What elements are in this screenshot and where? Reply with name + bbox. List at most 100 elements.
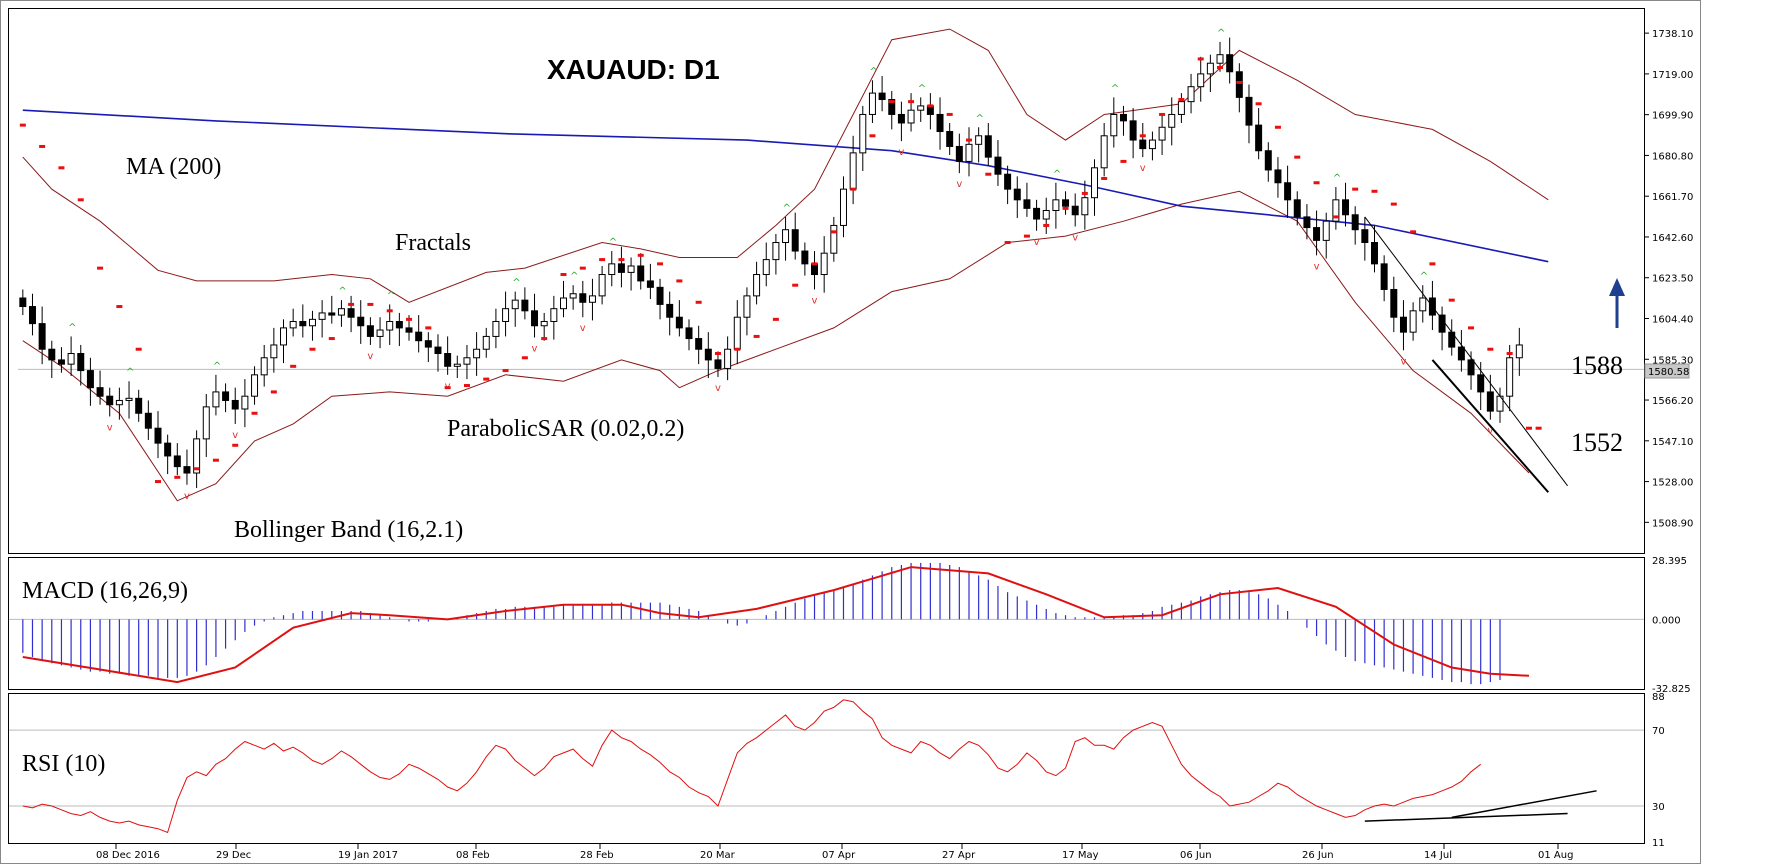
sar-dot bbox=[39, 144, 46, 148]
candle-body bbox=[1419, 297, 1427, 312]
fractal-down-marker: v bbox=[898, 147, 904, 158]
candle-body bbox=[135, 397, 143, 414]
candle bbox=[48, 340, 56, 379]
sar-dot bbox=[251, 411, 258, 415]
sar-dot bbox=[463, 384, 470, 388]
sar-dot bbox=[1410, 230, 1417, 234]
candle-body bbox=[173, 455, 181, 468]
macd-signal-line bbox=[22, 566, 1530, 684]
candle-body bbox=[984, 135, 992, 158]
candle bbox=[1409, 302, 1417, 341]
fractal-up-marker: ^ bbox=[126, 367, 134, 378]
sar-dot bbox=[1236, 80, 1243, 84]
candle-body bbox=[357, 316, 365, 327]
time-tick-label: 26 Jun bbox=[1302, 850, 1334, 861]
ma-label: MA (200) bbox=[126, 154, 221, 180]
sar-dot bbox=[1535, 426, 1542, 430]
candle bbox=[1052, 182, 1060, 229]
candle-body bbox=[154, 427, 162, 444]
candle bbox=[811, 251, 819, 290]
price-tick-label: 1680.80 bbox=[1652, 151, 1693, 162]
candle-body bbox=[1168, 113, 1176, 128]
candle bbox=[1226, 37, 1234, 84]
candle-body bbox=[733, 316, 741, 350]
sar-dot bbox=[888, 100, 895, 104]
candle bbox=[482, 327, 490, 358]
candle-body bbox=[453, 363, 461, 367]
candle-body bbox=[1351, 214, 1359, 231]
time-tick-label: 19 Jan 2017 bbox=[338, 850, 398, 861]
candle-body bbox=[48, 348, 56, 361]
fractal-up-marker: ^ bbox=[570, 271, 578, 282]
candle bbox=[57, 347, 65, 373]
candle-body bbox=[675, 316, 683, 329]
price-trendline bbox=[1364, 216, 1568, 487]
sar-dot bbox=[270, 390, 277, 394]
candle-body bbox=[1477, 374, 1485, 393]
candle bbox=[878, 76, 886, 112]
candle bbox=[608, 251, 616, 287]
sar-dot bbox=[946, 112, 953, 116]
candle bbox=[1419, 285, 1427, 323]
candle bbox=[1293, 191, 1301, 226]
candle-body bbox=[57, 359, 65, 365]
candle-body bbox=[193, 438, 201, 474]
candle bbox=[1371, 225, 1378, 273]
sar-dot bbox=[212, 458, 219, 462]
candle-body bbox=[617, 263, 625, 273]
candle bbox=[1129, 108, 1137, 159]
candle bbox=[270, 327, 278, 373]
candle-body bbox=[1033, 207, 1041, 220]
candle-body bbox=[212, 391, 220, 408]
candle-body bbox=[849, 152, 857, 190]
candle bbox=[38, 306, 46, 365]
sar-dot bbox=[927, 104, 934, 108]
fractal-up-marker: ^ bbox=[609, 237, 617, 248]
candle-body bbox=[1284, 182, 1292, 201]
candle bbox=[704, 332, 712, 379]
fractal-up-marker: ^ bbox=[387, 290, 395, 301]
candle bbox=[357, 300, 365, 344]
candle-body bbox=[270, 344, 278, 359]
candle bbox=[753, 261, 761, 305]
candle bbox=[1023, 182, 1031, 217]
sar-dot bbox=[811, 262, 818, 266]
candle-body bbox=[907, 109, 915, 124]
price-tick-label: 1604.40 bbox=[1652, 314, 1693, 325]
sar-dot bbox=[386, 309, 393, 313]
rsi-trendline bbox=[1364, 812, 1568, 822]
sar-dot bbox=[502, 369, 509, 373]
sar-dot bbox=[714, 352, 721, 356]
candle bbox=[444, 336, 452, 375]
price-tick-label: 1642.60 bbox=[1652, 233, 1693, 244]
candle-body bbox=[762, 259, 770, 276]
candle-body bbox=[299, 320, 307, 327]
candle-body bbox=[656, 286, 664, 305]
candle-body bbox=[627, 265, 635, 273]
candle bbox=[434, 334, 442, 372]
candle-body bbox=[685, 327, 693, 340]
candle bbox=[782, 216, 790, 261]
fractal-up-marker: ^ bbox=[1333, 173, 1341, 184]
rsi-layer bbox=[9, 699, 1644, 834]
candle bbox=[347, 295, 355, 333]
candle bbox=[144, 400, 152, 440]
candle-body bbox=[820, 252, 828, 276]
candle bbox=[318, 300, 326, 338]
candle bbox=[1197, 56, 1205, 102]
sar-dot bbox=[367, 302, 374, 306]
candle-body bbox=[1371, 242, 1378, 265]
time-tick-label: 27 Apr bbox=[942, 850, 976, 861]
candle bbox=[1361, 216, 1369, 261]
candle-body bbox=[1515, 344, 1523, 359]
candle bbox=[415, 315, 423, 353]
candle bbox=[366, 317, 374, 345]
fractal-down-marker: v bbox=[580, 323, 586, 334]
candle-body bbox=[222, 391, 230, 401]
candle bbox=[1457, 330, 1465, 372]
level-1588-label: 1588 bbox=[1571, 351, 1623, 380]
sar-dot bbox=[772, 317, 779, 321]
fractal-up-marker: ^ bbox=[338, 286, 346, 297]
price-panel-frame bbox=[8, 8, 1645, 554]
candle-body bbox=[753, 274, 761, 297]
